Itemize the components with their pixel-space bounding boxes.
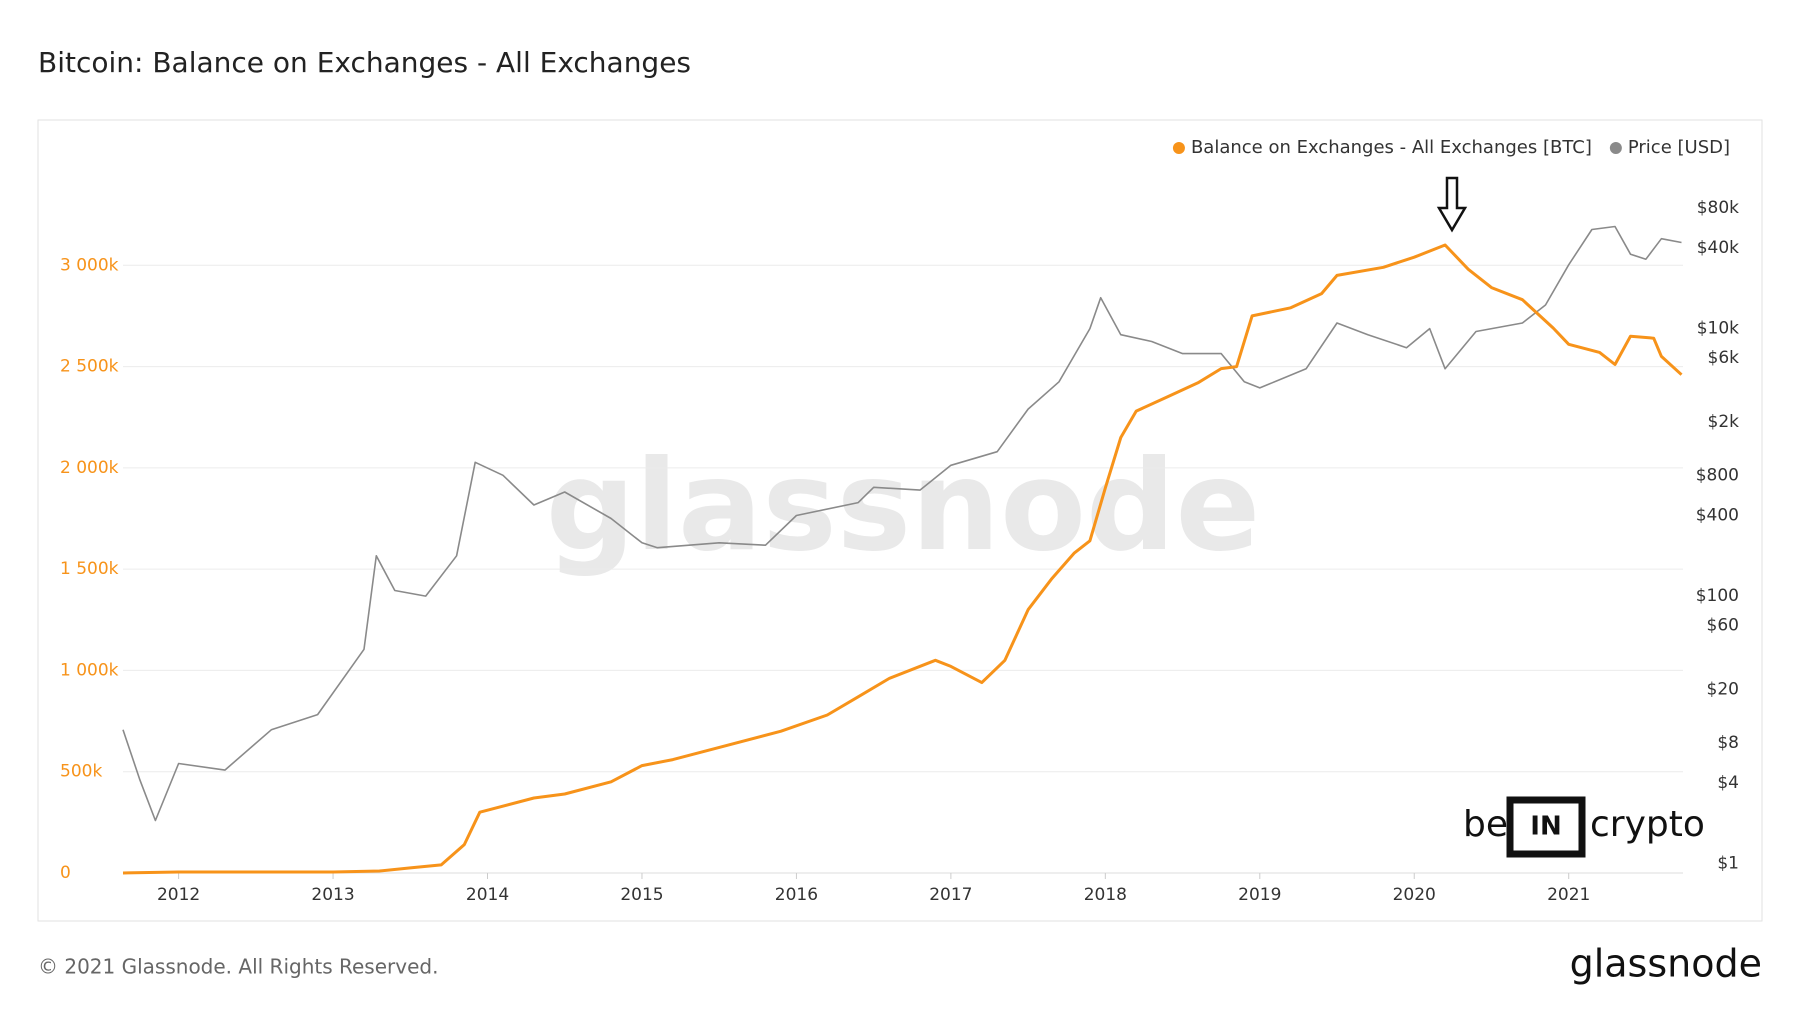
x-tick-label: 2014 — [466, 885, 509, 905]
y2-tick-label: $80k — [1697, 198, 1739, 218]
x-tick-label: 2016 — [775, 885, 818, 905]
y2-tick-label: $20 — [1707, 680, 1739, 700]
x-tick-label: 2019 — [1238, 885, 1281, 905]
legend-item: Price [USD] — [1609, 137, 1730, 158]
y2-tick-label: $800 — [1696, 465, 1739, 485]
y-tick-label: 1 000k — [60, 660, 119, 680]
badge: be IN crypto — [1463, 796, 1705, 858]
series-line — [122, 225, 1682, 822]
x-tick-label: 2018 — [1084, 885, 1127, 905]
y-tick-label: 500k — [60, 762, 102, 782]
x-tick-label: 2020 — [1393, 885, 1436, 905]
badge-middle: IN — [1530, 812, 1561, 842]
y-tick-label: 1 500k — [60, 559, 119, 579]
y2-tick-label: $400 — [1696, 506, 1739, 526]
badge-left: be — [1463, 804, 1508, 845]
legend-label: Price [USD] — [1628, 137, 1730, 158]
y2-tick-label: $40k — [1697, 238, 1739, 258]
y2-tick-label: $10k — [1697, 319, 1739, 339]
watermark: glassnode — [546, 434, 1261, 579]
legend-item: Balance on Exchanges - All Exchanges [BT… — [1172, 137, 1592, 158]
legend-marker — [1609, 142, 1622, 154]
y2-tick-label: $2k — [1708, 412, 1740, 432]
y2-tick-label: $1 — [1717, 854, 1739, 874]
footer-brand: glassnode — [1570, 942, 1762, 986]
footer-copyright: © 2021 Glassnode. All Rights Reserved. — [38, 955, 438, 979]
legend-label: Balance on Exchanges - All Exchanges [BT… — [1191, 137, 1592, 158]
y-tick-label: 0 — [60, 863, 71, 883]
chart-panel — [37, 119, 1763, 922]
y-tick-label: 3 000k — [60, 255, 119, 275]
x-tick-label: 2017 — [929, 885, 972, 905]
badge-right: crypto — [1590, 804, 1705, 845]
legend-marker — [1172, 142, 1185, 154]
y2-tick-label: $100 — [1696, 586, 1739, 606]
y-tick-label: 2 500k — [60, 357, 119, 377]
y2-tick-label: $4 — [1717, 773, 1739, 793]
x-tick-label: 2021 — [1547, 885, 1590, 905]
x-tick-label: 2015 — [620, 885, 663, 905]
series-line — [122, 243, 1683, 875]
y2-tick-label: $60 — [1707, 616, 1739, 636]
y2-tick-label: $8 — [1717, 733, 1739, 753]
y2-tick-label: $6k — [1708, 348, 1740, 368]
x-tick-label: 2013 — [311, 885, 354, 905]
annotation-arrow — [1436, 176, 1468, 233]
badge-frame — [1506, 796, 1586, 858]
chart-title: Bitcoin: Balance on Exchanges - All Exch… — [38, 46, 691, 79]
x-tick-label: 2012 — [157, 885, 200, 905]
y-tick-label: 2 000k — [60, 458, 119, 478]
